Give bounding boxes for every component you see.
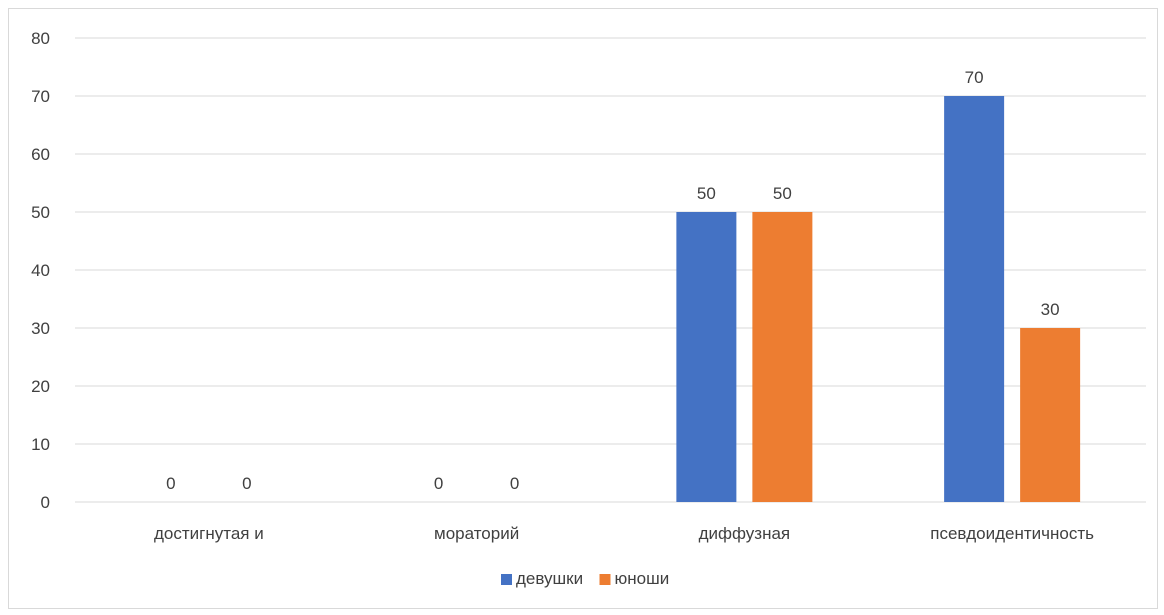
data-label: 50: [697, 184, 716, 203]
data-label: 0: [510, 474, 519, 493]
x-category-label: диффузная: [699, 524, 791, 543]
y-tick-label: 50: [31, 203, 50, 222]
data-label: 30: [1041, 300, 1060, 319]
y-tick-label: 80: [31, 29, 50, 48]
legend-swatch: [599, 574, 611, 585]
data-label: 50: [773, 184, 792, 203]
bar: [944, 96, 1005, 502]
x-category-label: псевдоидентичность: [930, 524, 1094, 543]
bar: [1020, 328, 1081, 502]
data-label: 70: [965, 68, 984, 87]
y-tick-label: 60: [31, 145, 50, 164]
y-tick-label: 40: [31, 261, 50, 280]
y-tick-label: 10: [31, 435, 50, 454]
x-category-label: мораторий: [434, 524, 519, 543]
legend-label: юноши: [615, 569, 670, 588]
bar: [752, 212, 813, 502]
x-category-label: достигнутая и: [154, 524, 264, 543]
bar: [676, 212, 737, 502]
legend-label: девушки: [516, 569, 583, 588]
legend-swatch: [501, 574, 512, 585]
data-label: 0: [434, 474, 443, 493]
y-tick-label: 70: [31, 87, 50, 106]
data-label: 0: [242, 474, 251, 493]
data-label: 0: [166, 474, 175, 493]
y-tick-label: 30: [31, 319, 50, 338]
y-tick-label: 0: [41, 493, 50, 512]
y-tick-label: 20: [31, 377, 50, 396]
